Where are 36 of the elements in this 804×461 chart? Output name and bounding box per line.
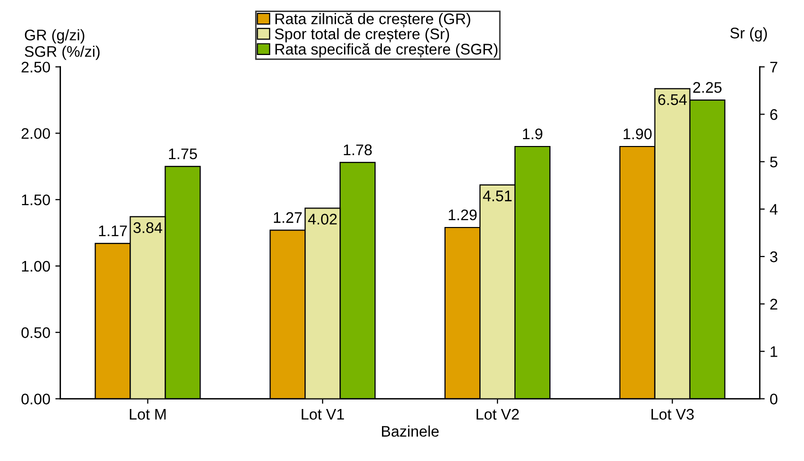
data-label: 1.75 — [169, 148, 197, 160]
data-label: 1.90 — [624, 128, 652, 140]
y2-tick-label: 0 — [770, 394, 778, 404]
y-tick-label: 2.50 — [22, 62, 50, 73]
y-tick-label: 0.00 — [21, 394, 50, 404]
y2-tick-label: 7 — [770, 62, 778, 72]
x-tick-label: Lot V1 — [302, 409, 344, 420]
data-label: 1.17 — [99, 226, 127, 236]
y-tick-label: 0.50 — [21, 327, 50, 338]
legend-label: Rata zilnică de creștere (GR) — [275, 12, 470, 28]
data-label: 3.84 — [133, 222, 162, 234]
legend-label: Spor total de creștere (Sr) — [274, 28, 450, 42]
data-label: 1.9 — [522, 128, 542, 140]
y2-tick-label: 4 — [770, 204, 778, 215]
x-axis-title: Bazinele — [382, 426, 439, 437]
data-label: 6.54 — [658, 94, 687, 106]
data-label: 4.51 — [482, 190, 512, 202]
y2-axis-title: Sr (g) — [730, 27, 767, 42]
y-axis-title: GR (g/zi) SGR (%/zi) — [24, 29, 100, 60]
data-label: 1.78 — [344, 144, 372, 156]
y2-tick-label: 2 — [770, 298, 778, 310]
y2-tick-label: 5 — [770, 156, 778, 168]
x-tick-label: Lot V2 — [476, 408, 519, 420]
data-label: 2.25 — [693, 82, 722, 93]
y-tick-label: 1.00 — [22, 260, 50, 272]
y-tick-label: 2.00 — [22, 128, 50, 139]
y-tick-label: 1.50 — [22, 194, 50, 206]
x-tick-label: Lot M — [130, 409, 166, 420]
legend-label: Rata specifică de creștere (SGR) — [275, 43, 498, 58]
data-label: 4.02 — [308, 214, 337, 225]
y2-tick-label: 6 — [770, 109, 778, 120]
y2-tick-label: 1 — [770, 346, 778, 357]
y2-tick-label: 3 — [770, 251, 778, 262]
data-label: 1.29 — [448, 209, 477, 220]
x-tick-label: Lot V3 — [652, 408, 694, 420]
data-label: 1.27 — [274, 212, 302, 223]
